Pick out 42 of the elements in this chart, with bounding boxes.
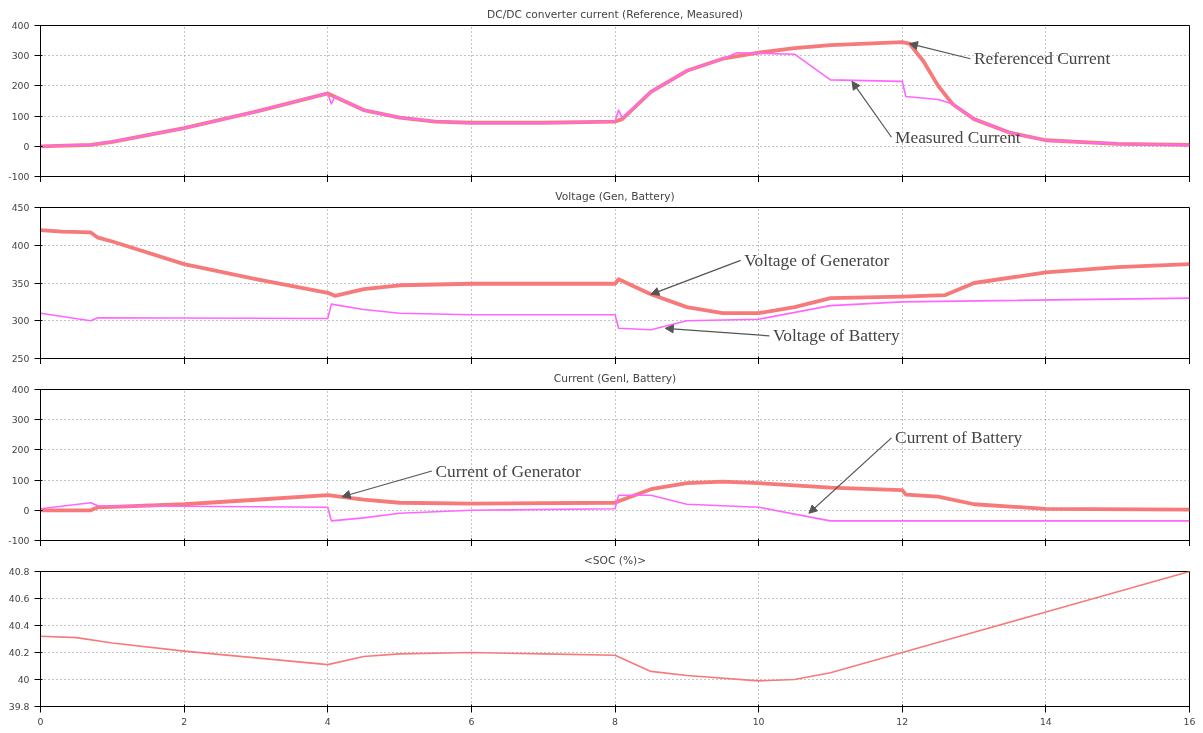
y-tick-label: 450	[11, 202, 30, 213]
annotation: Measured Current	[895, 127, 1021, 147]
annotation: Current of Generator	[435, 461, 581, 481]
y-tick-label: 40.2	[8, 647, 30, 658]
y-tick-label: -100	[8, 171, 30, 182]
y-tick-label: 300	[11, 414, 30, 426]
y-tick-label: 350	[11, 277, 30, 289]
x-tick-label: 12	[896, 715, 909, 727]
x-tick-label: 16	[1183, 715, 1196, 727]
y-tick-label: 300	[11, 315, 30, 327]
y-tick-label: 400	[11, 239, 30, 251]
y-tick-label: 200	[11, 444, 30, 456]
y-tick-label: 400	[11, 384, 30, 395]
y-tick-label: 100	[11, 110, 30, 122]
x-tick-label: 8	[612, 715, 619, 727]
x-tick-label: 4	[324, 715, 331, 727]
x-tick-label: 10	[752, 715, 765, 727]
chart-title: Voltage (Gen, Battery)	[555, 189, 675, 203]
y-tick-label: 300	[11, 50, 30, 62]
annotation: Voltage of Battery	[772, 326, 901, 346]
y-tick-label: 200	[11, 80, 30, 92]
y-tick-label: 39.8	[8, 701, 30, 712]
x-tick-label: 2	[181, 715, 188, 727]
y-tick-label: 40.8	[8, 566, 30, 577]
y-tick-label: 40	[17, 674, 30, 685]
y-tick-label: 40.4	[8, 620, 30, 631]
chart-title: DC/DC converter current (Reference, Measured)	[487, 7, 743, 21]
y-tick-label: 100	[11, 474, 30, 486]
x-tick-label: 6	[468, 715, 475, 727]
annotation: Voltage of Generator	[744, 250, 890, 270]
y-tick-label: 40.6	[8, 593, 30, 604]
y-tick-label: 0	[23, 504, 30, 516]
y-tick-label: -100	[8, 535, 30, 546]
x-tick-label: 0	[37, 715, 44, 727]
annotation: Referenced Current	[974, 49, 1111, 69]
x-tick-label: 14	[1039, 715, 1052, 727]
y-tick-label: 400	[11, 20, 30, 31]
y-tick-label: 0	[23, 140, 30, 152]
y-tick-label: 250	[11, 353, 30, 364]
chart-title: <SOC (%)>	[583, 553, 647, 567]
annotation: Current of Battery	[895, 428, 1023, 448]
chart-title: Current (Genl, Battery)	[553, 371, 677, 385]
